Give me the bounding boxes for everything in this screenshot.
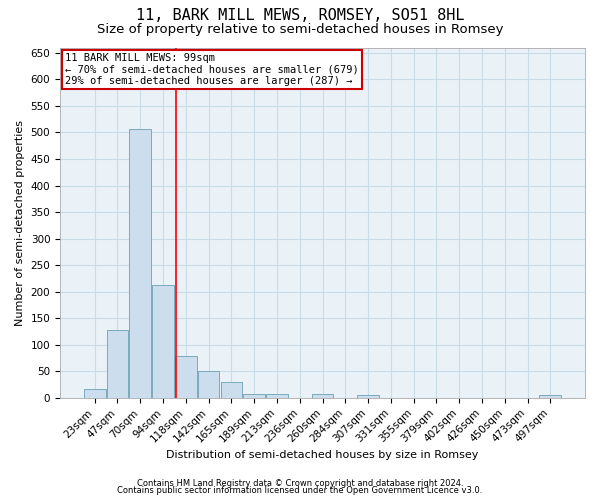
Bar [244,394,265,398]
Bar [221,382,242,398]
Bar [84,389,106,398]
Bar [357,394,379,398]
Bar [175,356,197,398]
Bar [198,372,220,398]
Text: Contains HM Land Registry data © Crown copyright and database right 2024.: Contains HM Land Registry data © Crown c… [137,478,463,488]
X-axis label: Distribution of semi-detached houses by size in Romsey: Distribution of semi-detached houses by … [166,450,479,460]
Text: 11 BARK MILL MEWS: 99sqm
← 70% of semi-detached houses are smaller (679)
29% of : 11 BARK MILL MEWS: 99sqm ← 70% of semi-d… [65,53,359,86]
Text: Size of property relative to semi-detached houses in Romsey: Size of property relative to semi-detach… [97,22,503,36]
Text: 11, BARK MILL MEWS, ROMSEY, SO51 8HL: 11, BARK MILL MEWS, ROMSEY, SO51 8HL [136,8,464,22]
Bar [130,128,151,398]
Text: Contains public sector information licensed under the Open Government Licence v3: Contains public sector information licen… [118,486,482,495]
Bar [152,285,174,398]
Y-axis label: Number of semi-detached properties: Number of semi-detached properties [15,120,25,326]
Bar [107,330,128,398]
Bar [266,394,288,398]
Bar [539,394,561,398]
Bar [311,394,334,398]
